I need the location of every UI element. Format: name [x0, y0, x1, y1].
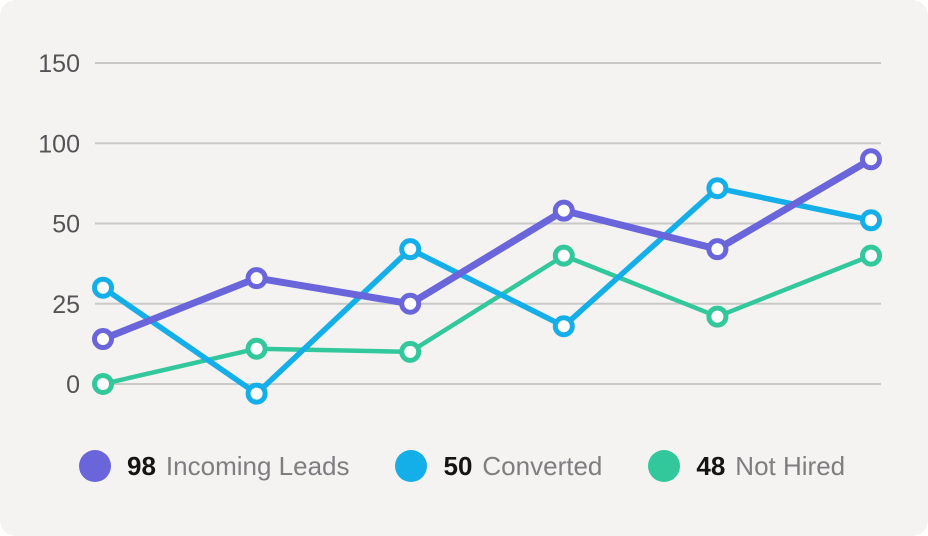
data-point-converted[interactable] — [399, 238, 422, 261]
data-point-converted[interactable] — [706, 177, 729, 200]
legend-dot-icon — [648, 450, 681, 482]
data-point-not-hired[interactable] — [860, 244, 882, 267]
series-line-converted — [100, 185, 874, 397]
y-tick-label: 50 — [52, 211, 80, 239]
legend: 98 Incoming Leads 50 Converted 48 Not Hi… — [79, 450, 845, 482]
y-tick-label: 25 — [52, 291, 80, 319]
legend-dot-icon — [79, 450, 111, 482]
legend-label: Incoming Leads — [165, 450, 350, 481]
legend-item-incoming-leads[interactable]: 98 Incoming Leads — [79, 450, 349, 482]
line-chart: 0 25 50 100 150 — [38, 50, 882, 405]
data-point-not-hired[interactable] — [552, 244, 575, 267]
series-line-incoming-leads — [99, 155, 875, 343]
legend-item-converted[interactable]: 50 Converted — [395, 450, 602, 482]
legend-label: Not Hired — [735, 450, 846, 481]
y-tick-label: 150 — [38, 50, 80, 78]
data-point-incoming-leads[interactable] — [245, 267, 268, 290]
data-point-converted[interactable] — [92, 276, 114, 299]
data-point-incoming-leads[interactable] — [92, 328, 114, 351]
data-point-not-hired[interactable] — [92, 373, 114, 395]
legend-label: Converted — [482, 450, 603, 481]
data-point-not-hired[interactable] — [399, 340, 422, 363]
legend-value: 98 — [127, 450, 156, 481]
data-point-incoming-leads[interactable] — [860, 148, 882, 171]
legend-value: 50 — [443, 450, 473, 481]
legend-item-not-hired[interactable]: 48 Not Hired — [648, 450, 845, 482]
data-point-converted[interactable] — [245, 382, 268, 405]
series-line-not-hired — [100, 253, 874, 387]
data-point-not-hired[interactable] — [245, 337, 268, 360]
data-point-converted[interactable] — [552, 315, 575, 338]
data-point-not-hired[interactable] — [706, 305, 729, 328]
data-point-incoming-leads[interactable] — [552, 199, 575, 222]
legend-value: 48 — [696, 450, 726, 481]
data-point-converted[interactable] — [860, 209, 882, 232]
y-tick-label: 100 — [38, 130, 80, 158]
y-tick-label: 0 — [66, 371, 80, 399]
legend-dot-icon — [395, 450, 428, 482]
data-point-incoming-leads[interactable] — [399, 292, 422, 315]
data-point-incoming-leads[interactable] — [706, 238, 729, 261]
